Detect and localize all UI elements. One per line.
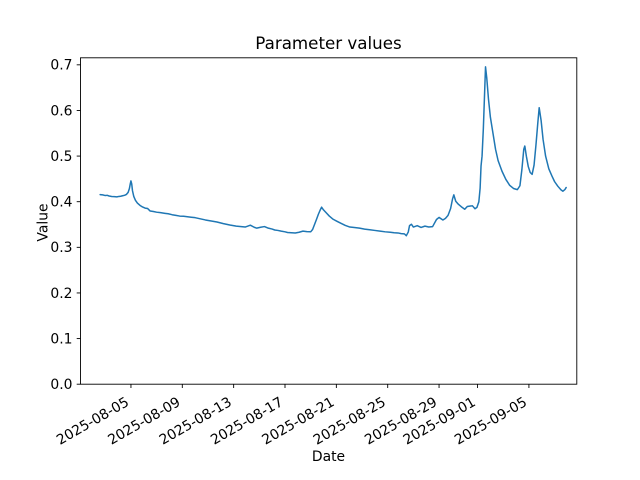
y-tick-label: 0.5 <box>50 149 72 165</box>
chart-title: Parameter values <box>255 33 402 53</box>
data-line-parameter-values <box>99 66 567 237</box>
y-tick-label: 0.0 <box>50 377 72 393</box>
axes-frame <box>80 57 578 385</box>
y-tick-label: 0.7 <box>50 58 72 74</box>
y-tick-label: 0.6 <box>50 103 72 119</box>
y-tick-label: 0.3 <box>50 240 72 256</box>
x-axis-label: Date <box>311 449 346 465</box>
y-tick-label: 0.1 <box>50 331 72 347</box>
y-tick-label: 0.2 <box>50 286 72 302</box>
y-tick-label: 0.4 <box>50 195 72 211</box>
